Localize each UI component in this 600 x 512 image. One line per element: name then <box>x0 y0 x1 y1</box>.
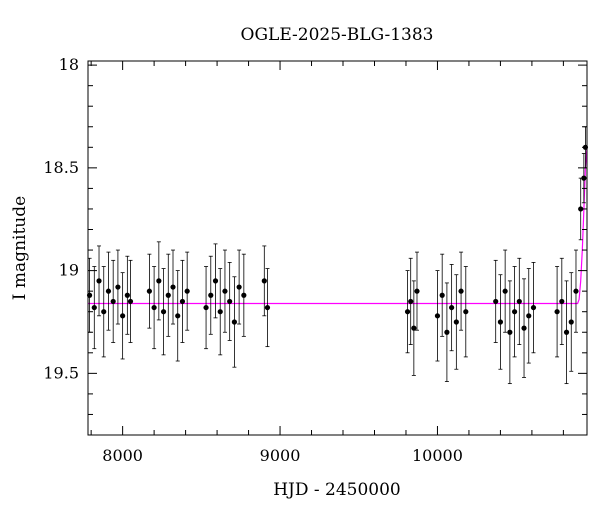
data-point <box>227 298 233 305</box>
x-axis: 8000 9000 10000 <box>90 61 564 465</box>
data-point <box>414 288 420 294</box>
data-point <box>559 298 565 305</box>
data-point <box>453 319 459 325</box>
data-point <box>222 288 228 294</box>
y-axis: 18 18.5 19 19.5 <box>43 55 587 436</box>
data-point <box>120 313 126 319</box>
data-point <box>573 288 579 294</box>
data-point <box>96 278 102 284</box>
data-point <box>165 292 171 298</box>
data-point <box>463 309 469 315</box>
data-point <box>563 329 570 335</box>
data-point <box>458 288 464 294</box>
data-point <box>105 288 112 294</box>
x-tick-label: 9000 <box>260 446 301 465</box>
data-point <box>521 325 527 331</box>
chart-title: OGLE-2025-BLG-1383 <box>241 25 434 45</box>
data-point <box>115 284 121 290</box>
data-point <box>231 319 237 325</box>
data-point <box>502 288 508 294</box>
data-point <box>208 292 214 298</box>
data-point <box>404 309 411 315</box>
data-point <box>408 298 414 305</box>
data-point <box>127 298 134 305</box>
data-point <box>212 278 219 284</box>
data-point <box>101 309 107 315</box>
data-point <box>497 319 504 325</box>
y-tick-label: 18 <box>59 55 79 74</box>
data-point <box>179 298 186 305</box>
plot-area <box>86 126 589 385</box>
data-point <box>568 319 574 325</box>
data-point <box>184 288 190 294</box>
data-point <box>578 206 584 212</box>
data-point <box>170 284 176 290</box>
x-tick-label: 8000 <box>102 446 143 465</box>
y-axis-label: I magnitude <box>10 196 30 300</box>
data-point <box>434 313 441 319</box>
data-point <box>156 278 162 284</box>
data-point <box>511 309 518 315</box>
data-point <box>493 298 499 305</box>
model-curve <box>88 147 588 305</box>
plot-frame <box>87 60 588 436</box>
data-point <box>241 292 247 298</box>
data-point <box>411 325 417 331</box>
data-point <box>444 329 450 335</box>
data-point <box>261 278 267 284</box>
y-tick-label: 18.5 <box>43 158 79 177</box>
data-point <box>516 298 522 305</box>
data-point <box>91 304 97 311</box>
data-point <box>507 329 513 335</box>
data-point <box>236 284 242 290</box>
y-tick-label: 19.5 <box>43 363 79 382</box>
data-point <box>581 175 587 181</box>
data-point <box>110 298 116 305</box>
data-point <box>151 304 157 311</box>
data-point <box>124 292 130 298</box>
data-point <box>439 292 445 298</box>
data-point <box>217 309 223 315</box>
y-tick-label: 19 <box>59 261 79 280</box>
x-axis-label: HJD - 2450000 <box>273 480 401 500</box>
data-point <box>554 309 560 315</box>
data-point <box>530 304 537 311</box>
data-point <box>203 304 209 311</box>
data-point <box>526 313 532 319</box>
x-tick-label: 10000 <box>412 446 463 465</box>
data-point <box>146 288 152 294</box>
data-point <box>175 313 181 319</box>
data-point <box>264 304 271 311</box>
data-point <box>449 304 455 311</box>
data-point <box>160 309 167 315</box>
